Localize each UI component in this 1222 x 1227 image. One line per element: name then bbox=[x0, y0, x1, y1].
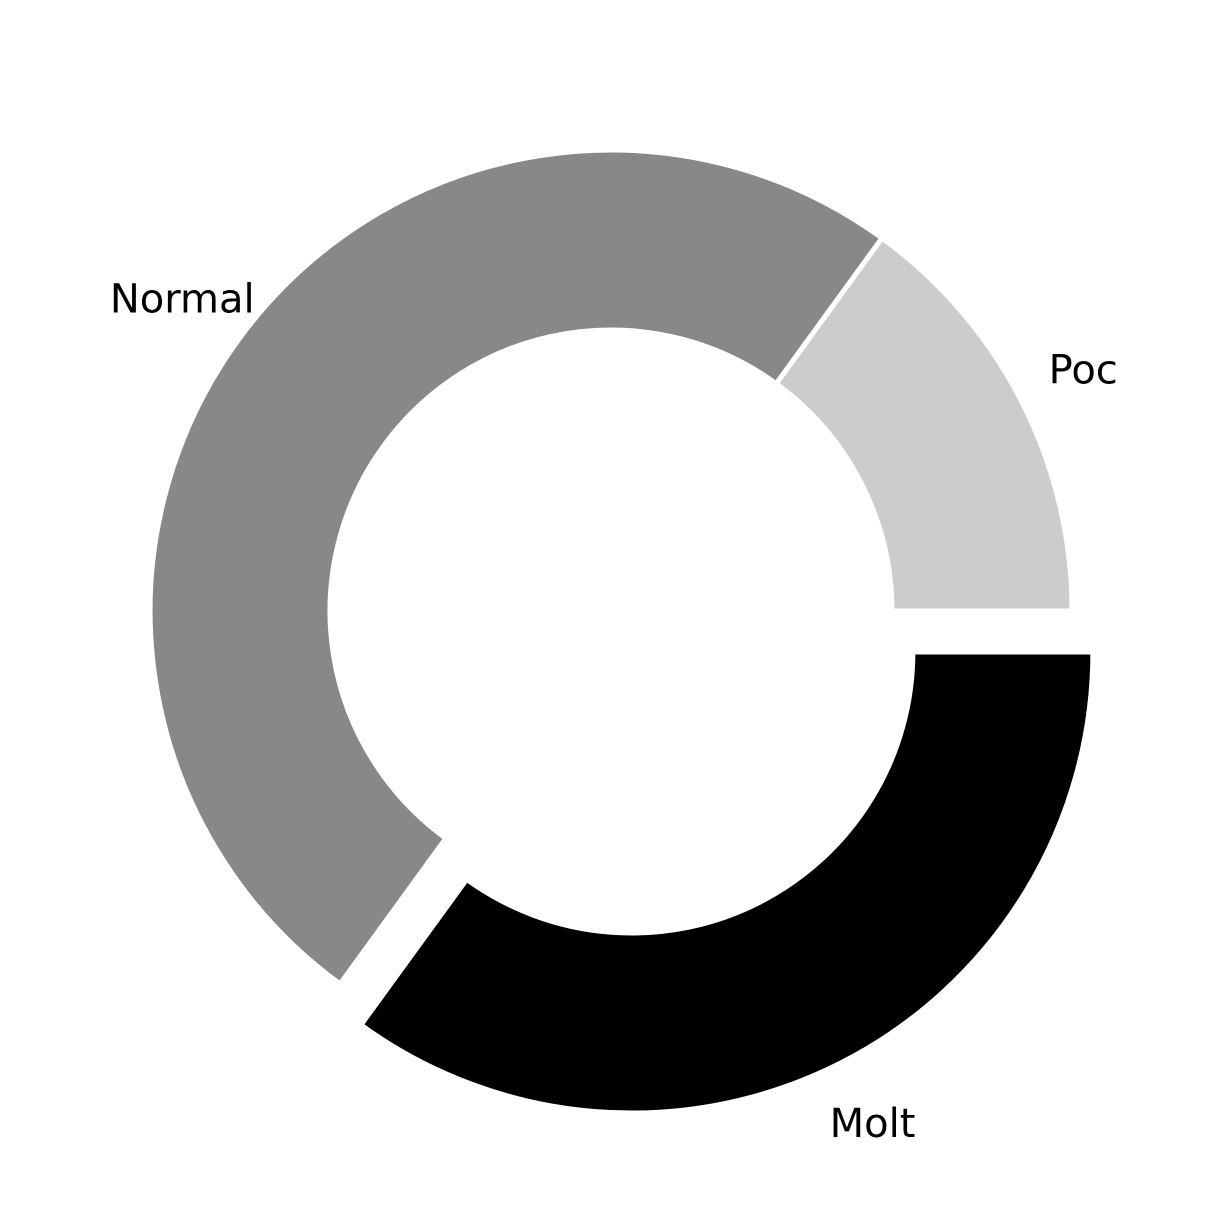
slice-normal bbox=[147, 147, 886, 988]
slice-label-molt: Molt bbox=[830, 1101, 916, 1147]
slice-label-poc: Poc bbox=[1049, 347, 1118, 393]
slice-label-normal: Normal bbox=[110, 276, 255, 322]
labels-layer: Poc Normal Molt bbox=[110, 276, 1118, 1147]
slice-molt bbox=[357, 649, 1096, 1116]
slices-layer bbox=[147, 147, 1096, 1116]
slice-poc bbox=[772, 234, 1075, 614]
